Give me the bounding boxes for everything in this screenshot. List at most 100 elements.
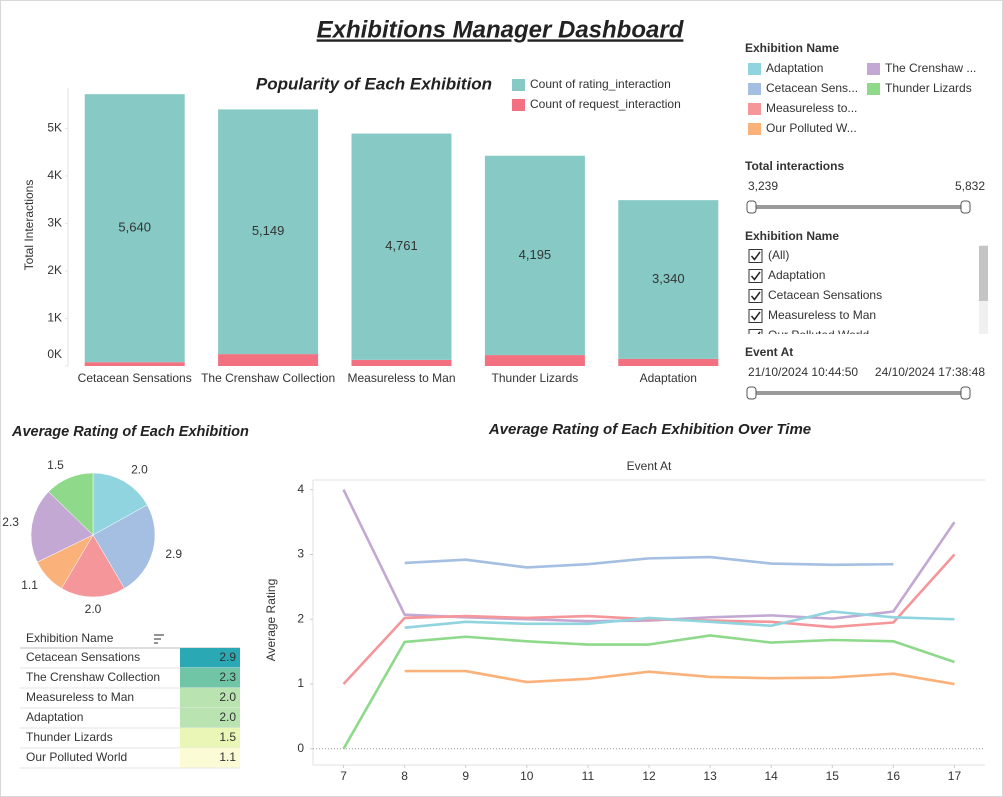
filter-title: Total interactions: [745, 159, 844, 173]
slider-handle[interactable]: [746, 386, 757, 400]
slider-handle[interactable]: [746, 200, 757, 214]
range-max: 5,832: [955, 179, 985, 193]
legend-title: Exhibition Name: [745, 41, 839, 55]
heat-cell: [180, 728, 240, 748]
pie-label: 2.0: [85, 602, 102, 616]
option-label: (All): [768, 248, 789, 262]
row-name: Adaptation: [26, 710, 83, 724]
row-value: 1.1: [219, 750, 236, 764]
heat-cell: [180, 708, 240, 728]
y-tick-label: 0K: [47, 347, 62, 361]
heat-cell: [180, 668, 240, 688]
pie-slice: [92, 504, 156, 589]
check-mark: [750, 251, 761, 261]
x-tick-label: Measureless to Man: [347, 371, 455, 385]
y-tick-label: 3: [297, 547, 304, 561]
filter-title: Exhibition Name: [745, 229, 839, 243]
row-name: Thunder Lizards: [26, 730, 113, 744]
y-axis-title: Average Rating: [264, 579, 278, 662]
x-tick-label: 17: [948, 769, 962, 783]
x-tick-label: 7: [340, 769, 347, 783]
y-tick-label: 4K: [47, 168, 62, 182]
check-mark: [750, 271, 761, 281]
row-value: 2.9: [219, 650, 236, 664]
checkbox[interactable]: [748, 269, 763, 283]
x-tick-label: 13: [703, 769, 717, 783]
pie-slice: [48, 472, 94, 536]
x-tick-label: 9: [462, 769, 469, 783]
value-label: 3,340: [652, 271, 685, 286]
bar-segment: [84, 362, 185, 366]
line-series: [342, 634, 955, 750]
legend-label: Count of rating_interaction: [530, 77, 671, 91]
pie-label: 2.9: [165, 547, 182, 561]
pie-slice: [30, 491, 94, 563]
x-axis-title: Event At: [627, 459, 672, 473]
slider-handle[interactable]: [960, 200, 971, 214]
x-tick-label: 14: [765, 769, 779, 783]
bar-segment: [484, 155, 585, 356]
y-axis-title: Total Interactions: [22, 180, 36, 271]
line-series: [404, 669, 955, 686]
legend-label: Thunder Lizards: [885, 81, 972, 95]
checkbox[interactable]: [748, 289, 763, 303]
row-value: 1.5: [219, 730, 236, 744]
y-tick-label: 2: [297, 611, 304, 625]
pie-label: 2.3: [2, 515, 19, 529]
x-tick-label: 15: [826, 769, 840, 783]
y-tick-label: 2K: [47, 263, 62, 277]
legend-label: Adaptation: [766, 61, 823, 75]
bar-segment: [618, 200, 719, 359]
bar-segment: [618, 358, 719, 366]
legend-label: Our Polluted W...: [766, 121, 857, 135]
table-header: Exhibition Name: [26, 631, 114, 645]
x-tick-label: 10: [520, 769, 534, 783]
checkbox[interactable]: [748, 249, 763, 263]
legend-swatch: [512, 79, 525, 91]
pie-slice: [61, 534, 125, 598]
scrollbar-thumb[interactable]: [979, 246, 988, 301]
y-tick-label: 1K: [47, 311, 62, 325]
checkbox[interactable]: [748, 309, 763, 323]
value-label: 5,640: [118, 220, 151, 235]
y-tick-label: 0: [297, 741, 304, 755]
row-value: 2.0: [219, 690, 236, 704]
row-name: The Crenshaw Collection: [26, 670, 160, 684]
row-value: 2.3: [219, 670, 236, 684]
bar-segment: [351, 359, 452, 366]
legend-label: Measureless to...: [766, 101, 857, 115]
option-label: Our Polluted World: [768, 328, 869, 342]
legend-swatch: [748, 83, 761, 95]
heat-cell: [180, 648, 240, 668]
legend-swatch: [748, 123, 761, 135]
x-tick-label: 8: [401, 769, 408, 783]
pie-label: 1.1: [21, 578, 38, 592]
line-series: [404, 555, 894, 569]
x-tick-label: 12: [642, 769, 656, 783]
option-label: Adaptation: [768, 268, 825, 282]
y-tick-label: 4: [297, 482, 304, 496]
checkbox[interactable]: [748, 329, 763, 343]
legend-swatch: [748, 103, 761, 115]
x-tick-label: The Crenshaw Collection: [201, 371, 335, 385]
range-max: 24/10/2024 17:38:48: [875, 365, 985, 379]
row-name: Our Polluted World: [26, 750, 127, 764]
row-value: 2.0: [219, 710, 236, 724]
pie-slice: [92, 472, 148, 536]
x-tick-label: Adaptation: [640, 371, 697, 385]
legend-label: The Crenshaw ...: [885, 61, 976, 75]
y-tick-label: 1: [297, 676, 304, 690]
check-mark: [750, 311, 761, 321]
x-tick-label: 16: [887, 769, 901, 783]
legend-swatch: [867, 63, 880, 75]
x-tick-label: Cetacean Sensations: [78, 371, 192, 385]
y-tick-label: 3K: [47, 216, 62, 230]
bar-segment: [218, 354, 319, 366]
dashboard-title: Exhibitions Manager Dashboard: [317, 16, 685, 43]
row-name: Measureless to Man: [26, 690, 134, 704]
x-tick-label: Thunder Lizards: [492, 371, 579, 385]
y-tick-label: 5K: [47, 121, 62, 135]
slider-handle[interactable]: [960, 386, 971, 400]
sort-icon: [154, 634, 164, 644]
